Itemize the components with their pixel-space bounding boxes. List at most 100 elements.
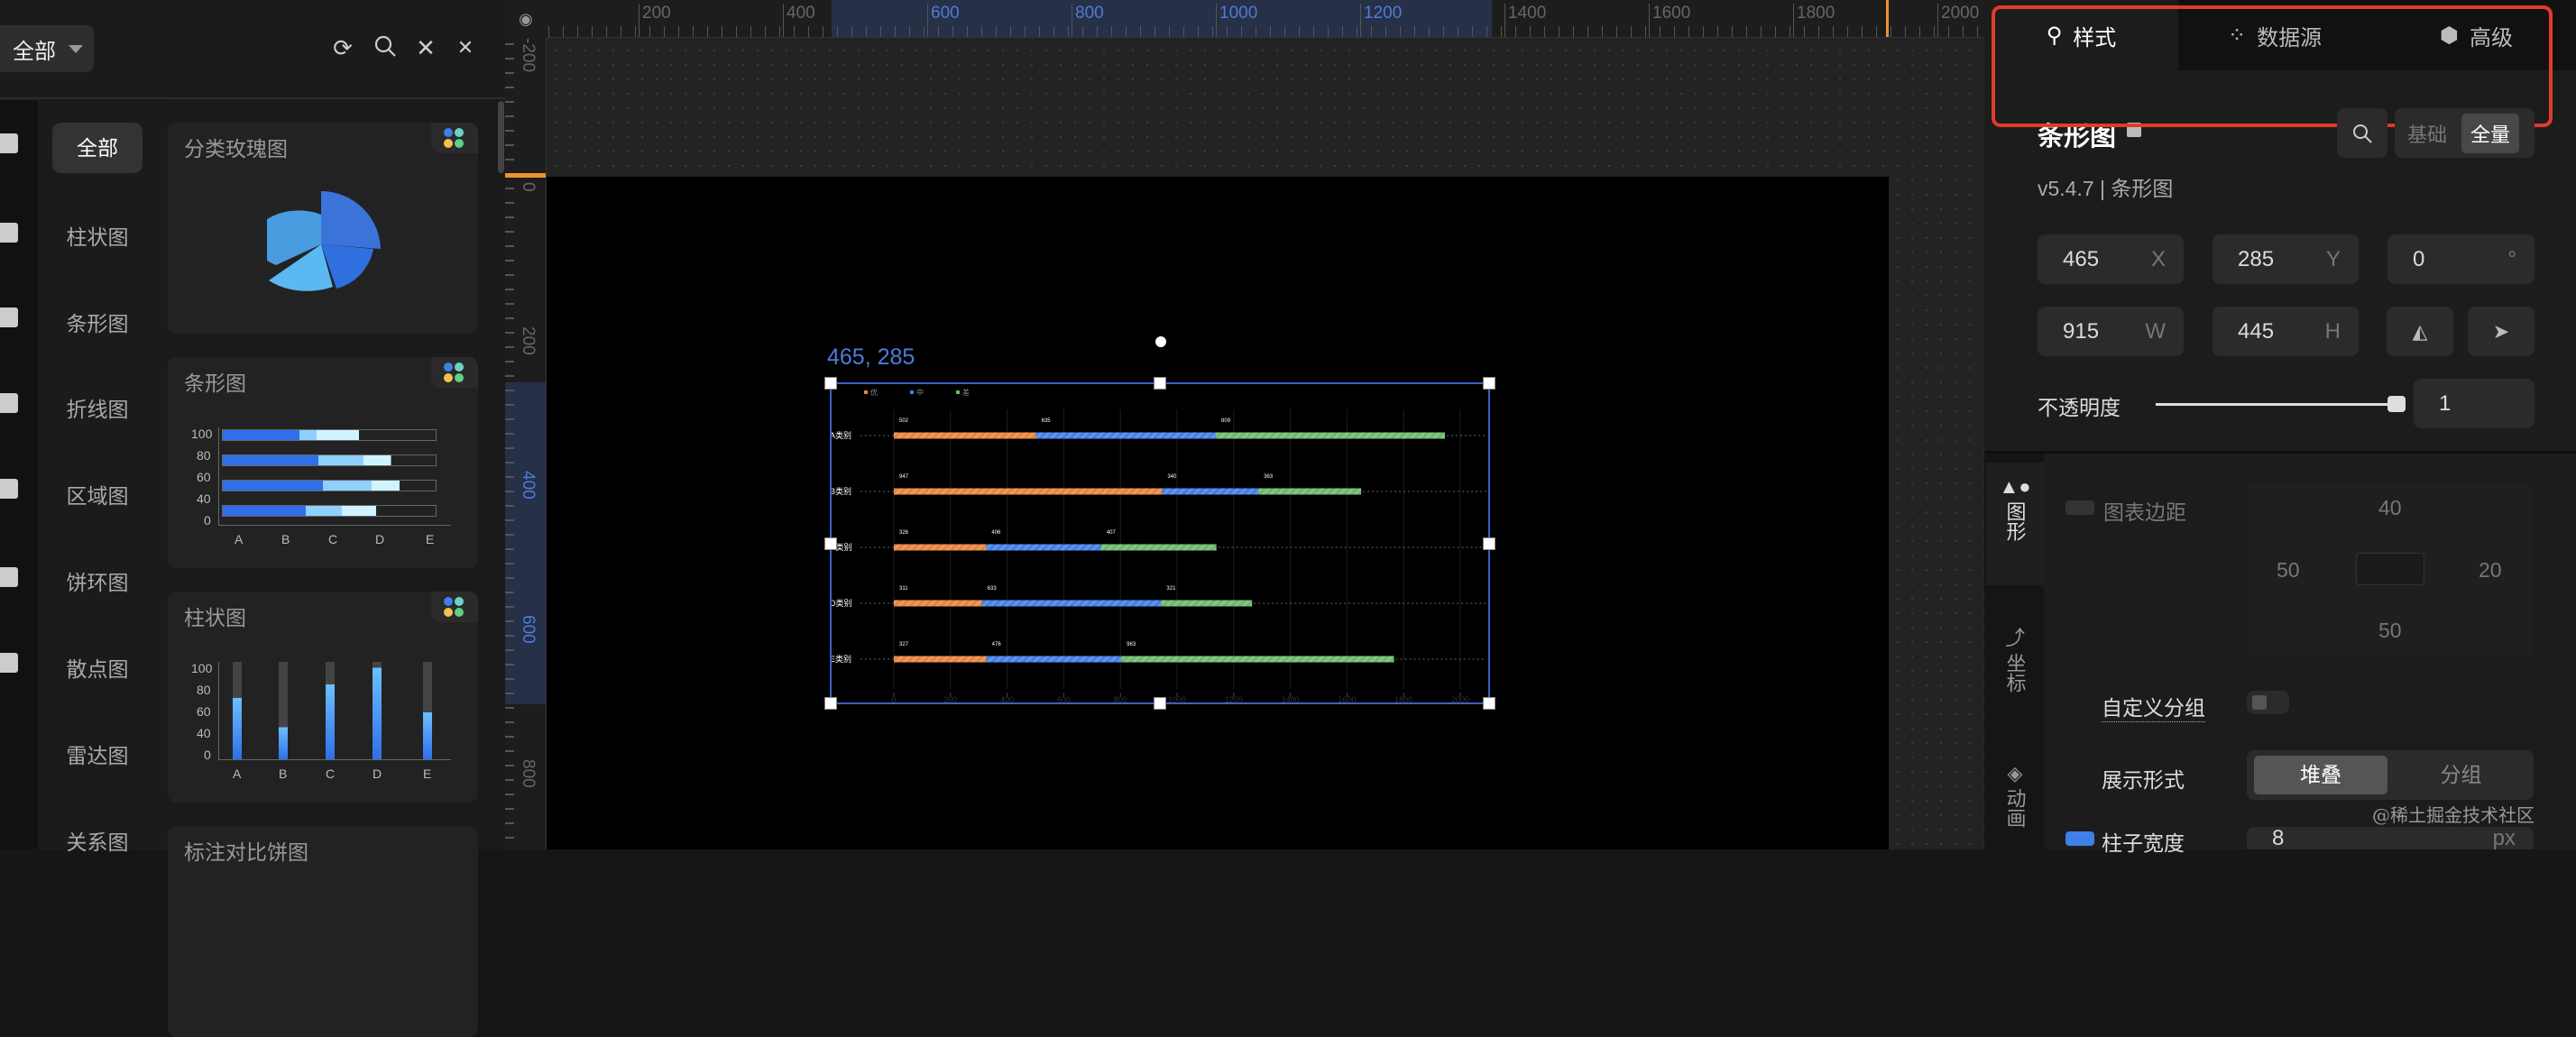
resize-handle-w[interactable] — [824, 537, 837, 550]
custom-group-toggle[interactable] — [2247, 691, 2289, 714]
resize-handle-s[interactable] — [1154, 697, 1166, 710]
height-input[interactable]: 445 H — [2213, 307, 2359, 356]
flip-horizontal-button[interactable]: ◭ — [2387, 307, 2453, 356]
ruler-label: 800 — [519, 759, 538, 788]
library-scrollbar[interactable] — [498, 101, 504, 173]
data-label: 311 — [899, 586, 908, 592]
category-item[interactable]: 条形图 — [66, 312, 129, 335]
bar-width-label: 柱子宽度 — [2102, 831, 2185, 855]
ruler-label: 1800 — [1797, 4, 1835, 23]
bar-chart[interactable]: 0 200 400 600 800 1000 1200 1400 1600 1800 2000 优 中 差… — [830, 382, 1490, 704]
canvas-page[interactable] — [547, 177, 1889, 849]
y-input[interactable]: 285 Y — [2213, 234, 2359, 284]
component-card-column[interactable]: 柱状图 100 80 60 40 0 A B C D E — [168, 592, 478, 803]
resize-handle-n[interactable] — [1154, 377, 1166, 390]
ruler-major-tick — [1793, 4, 1794, 37]
opacity-input[interactable]: 1 — [2414, 379, 2535, 428]
category-item[interactable]: 关系图 — [66, 831, 129, 854]
side-tab-axis[interactable]: ⤴ 坐标 — [1986, 627, 2044, 717]
card-title: 柱状图 — [184, 606, 246, 629]
side-tab-label: 图形 — [2003, 501, 2027, 541]
opacity-slider-handle[interactable] — [2387, 396, 2406, 412]
data-label: 809 — [1221, 418, 1231, 424]
more-icon[interactable] — [0, 653, 18, 673]
position-readout: 465, 285 — [827, 344, 915, 370]
data-label: 326 — [899, 530, 909, 536]
x-tick-label: 2000 — [1451, 695, 1469, 704]
resize-handle-e[interactable] — [1483, 537, 1495, 550]
category-label: D类别 — [830, 598, 852, 608]
category-item[interactable]: 饼环图 — [66, 571, 129, 594]
flip-vertical-button[interactable]: ➤ — [2468, 307, 2535, 356]
search-icon[interactable] — [372, 34, 399, 61]
eye-icon[interactable]: ◉ — [505, 0, 547, 38]
mode-basic[interactable]: 基础 — [2407, 123, 2448, 146]
category-item[interactable]: 柱状图 — [66, 225, 129, 249]
opacity-slider-track[interactable] — [2156, 403, 2399, 406]
tab-advanced[interactable]: ⬢ 高级 — [2440, 0, 2513, 70]
selection-box — [824, 377, 1495, 710]
resize-handle-se[interactable] — [1483, 697, 1495, 710]
margin-bottom[interactable]: 50 — [2378, 619, 2402, 642]
bar-chart-icon[interactable] — [0, 133, 18, 153]
mode-full[interactable]: 全量 — [2461, 113, 2520, 153]
bar-segment-texture — [894, 544, 987, 551]
component-card-pie-compare[interactable]: 标注对比饼图 — [168, 826, 478, 1037]
x-tick: D — [373, 766, 382, 781]
side-tab-graphic[interactable]: ▲● 图形 — [1986, 463, 2044, 585]
category-all[interactable]: 全部 — [52, 123, 143, 173]
ruler-label: 200 — [642, 4, 671, 23]
bar-segment-texture — [986, 544, 1101, 551]
category-item[interactable]: 散点图 — [66, 657, 129, 681]
margin-label: 图表边距 — [2103, 500, 2186, 524]
map-icon[interactable] — [0, 223, 18, 243]
media-icon[interactable] — [0, 479, 18, 499]
text-icon[interactable] — [0, 307, 18, 327]
margin-editor: 40 50 20 50 — [2247, 483, 2534, 656]
y-tick: 80 — [197, 448, 211, 463]
tab-style[interactable]: ⚲ 样式 — [1984, 0, 2178, 70]
top-ruler[interactable]: 200 400 600 800 1000 1200 1400 1600 1800 2000 — [505, 0, 1984, 38]
resize-handle-ne[interactable] — [1483, 377, 1495, 390]
margin-top[interactable]: 40 — [2378, 496, 2402, 519]
category-item[interactable]: 区域图 — [66, 484, 129, 508]
custom-group-label: 自定义分组 — [2102, 691, 2205, 722]
y-tick: 0 — [204, 513, 211, 528]
y-tick: 100 — [191, 661, 213, 675]
data-label: 963 — [1127, 642, 1136, 647]
rotation-input[interactable]: 0 ° — [2387, 234, 2535, 284]
display-mode-grouped[interactable]: 分组 — [2440, 763, 2482, 786]
rotate-handle[interactable] — [1155, 336, 1166, 347]
component-card-bar[interactable]: 条形图 100 80 60 40 0 A B C D E — [168, 357, 478, 568]
data-label: 407 — [1107, 530, 1117, 536]
margin-left[interactable]: 50 — [2277, 558, 2300, 582]
tab-datasource[interactable]: ⁘ 数据源 — [2228, 0, 2322, 70]
filter-value: 全部 — [13, 39, 56, 64]
side-tab-animation[interactable]: ◈ 动画 — [1986, 762, 2044, 849]
bar-width-input[interactable]: 8 px — [2247, 826, 2534, 850]
display-mode-stacked[interactable]: 堆叠 — [2254, 756, 2387, 794]
component-card-rose[interactable]: 分类玫瑰图 — [168, 123, 478, 334]
y-tick: 80 — [197, 683, 211, 697]
margin-toggle[interactable] — [2065, 500, 2094, 515]
margin-right[interactable]: 20 — [2479, 558, 2502, 582]
category-item[interactable]: 雷达图 — [66, 744, 129, 767]
unpin-icon[interactable]: ✕ — [416, 34, 436, 61]
table-icon[interactable] — [0, 393, 18, 413]
left-ruler[interactable]: -200 0 200 400 600 800 — [505, 0, 547, 849]
legend-label: 差 — [962, 388, 970, 397]
side-tab-label: 动画 — [2003, 788, 2027, 828]
video-icon[interactable] — [0, 567, 18, 587]
category-item[interactable]: 折线图 — [66, 398, 129, 421]
search-button[interactable] — [2337, 108, 2387, 158]
resize-handle-nw[interactable] — [824, 377, 837, 390]
bar-width-checkbox[interactable] — [2065, 831, 2094, 846]
resize-handle-sw[interactable] — [824, 697, 837, 710]
close-icon[interactable]: ✕ — [456, 36, 474, 59]
refresh-icon[interactable]: ⟳ — [333, 34, 353, 61]
version-label: v5.4.7 | 条形图 — [2038, 177, 2174, 200]
x-tick-label: 1800 — [1394, 695, 1412, 704]
x-input[interactable]: 465 X — [2038, 234, 2184, 284]
width-input[interactable]: 915 W — [2038, 307, 2184, 356]
filter-dropdown[interactable]: 全部 — [0, 25, 94, 72]
